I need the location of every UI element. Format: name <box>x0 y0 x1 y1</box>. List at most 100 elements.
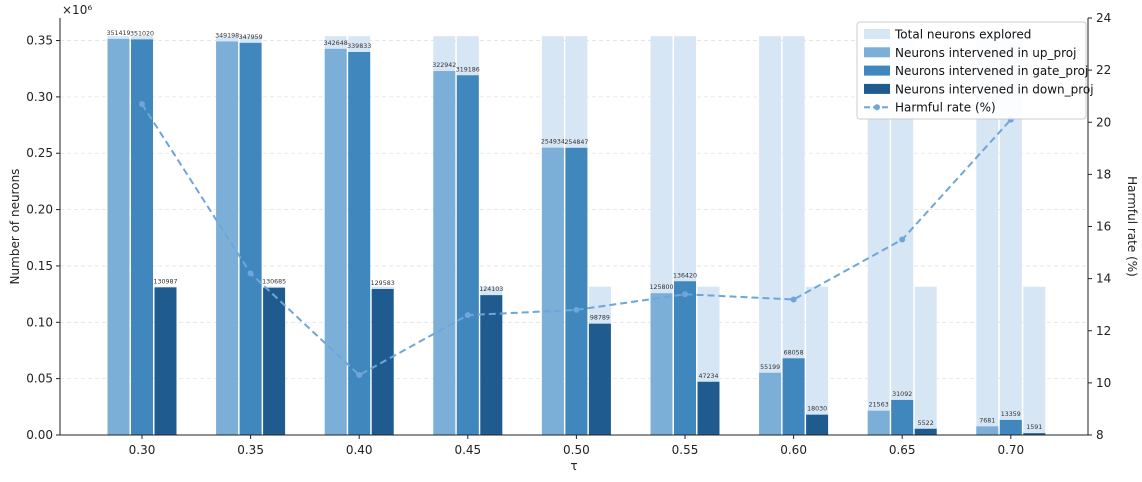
bar-value-label: 319186 <box>456 66 480 73</box>
y-axis-title: Number of neurons <box>8 169 22 285</box>
y2-tick-label: 24 <box>1096 11 1111 25</box>
legend-swatch-marker <box>874 104 880 111</box>
y-tick-label: 0.15 <box>26 259 53 273</box>
bar-value-label: 21563 <box>869 402 889 409</box>
x-tick-label: 0.55 <box>672 443 699 457</box>
bar-gate-proj <box>348 51 371 435</box>
x-tick-label: 0.40 <box>346 443 373 457</box>
y-tick-label: 0.30 <box>26 90 53 104</box>
total-bar-gate <box>999 36 1022 435</box>
y2-axis-title: Harmful rate (%) <box>1125 176 1139 277</box>
legend-box <box>856 21 1087 120</box>
bar-value-label: 68058 <box>784 349 804 356</box>
harmful-rate-point <box>573 306 580 313</box>
bar-up-proj <box>759 372 782 435</box>
x-tick-label: 0.65 <box>889 443 916 457</box>
bar-up-proj <box>107 38 130 436</box>
bar-value-label: 5522 <box>918 420 934 427</box>
legend-swatch <box>864 29 890 39</box>
harmful-rate-point <box>682 291 688 298</box>
bar-value-label: 7681 <box>979 417 995 424</box>
harmful-rate-line <box>141 103 1012 377</box>
legend-swatch <box>864 47 890 58</box>
bar-value-label: 351020 <box>130 30 154 37</box>
y-tick-label: 0.05 <box>26 372 53 386</box>
y2-tick-label: 8 <box>1096 428 1104 442</box>
legend-swatch <box>864 83 890 94</box>
bar-down-proj <box>480 295 503 435</box>
y2-tick-label: 12 <box>1096 324 1111 338</box>
bar-gate-proj <box>239 42 262 436</box>
bar-value-label: 136420 <box>673 272 697 279</box>
total-bar-up <box>976 36 999 435</box>
total-bar-up <box>867 36 890 435</box>
bar-up-proj <box>976 426 999 435</box>
bar-value-label: 130685 <box>262 279 286 286</box>
bar-value-label: 1591 <box>1026 424 1042 431</box>
bar-value-label: 98789 <box>590 315 610 322</box>
bar-value-label: 351419 <box>106 30 130 37</box>
x-axis-title: τ <box>570 459 577 473</box>
total-bar-down <box>914 286 937 435</box>
bar-gate-proj <box>565 147 588 435</box>
x-tick-label: 0.30 <box>129 443 156 457</box>
x-tick-label: 0.45 <box>454 443 481 457</box>
y2-tick-label: 16 <box>1096 220 1111 234</box>
bar-down-proj <box>588 323 611 435</box>
bar-value-label: 55199 <box>760 364 780 371</box>
harmful-rate-point <box>356 372 363 379</box>
y-tick-label: 0.10 <box>26 315 53 329</box>
y-tick-label: 0.25 <box>26 146 53 160</box>
y2-tick-label: 10 <box>1096 376 1111 390</box>
bar-value-label: 254847 <box>564 139 588 146</box>
bar-value-label: 322942 <box>432 62 456 69</box>
x-tick-label: 0.35 <box>237 443 264 457</box>
bar-value-label: 254934 <box>541 139 565 146</box>
bar-up-proj <box>541 147 564 435</box>
bar-value-label: 339833 <box>347 43 371 50</box>
y2-tick-label: 14 <box>1096 272 1111 286</box>
bar-up-proj <box>867 410 890 435</box>
bar-up-proj <box>324 48 347 435</box>
harmful-rate-point <box>464 312 471 319</box>
legend-label: Neurons intervened in up_proj <box>895 46 1076 60</box>
legend-label: Harmful rate (%) <box>895 101 996 115</box>
legend-label: Total neurons explored <box>894 28 1031 42</box>
bar-value-label: 130987 <box>153 278 177 285</box>
y2-tick-label: 20 <box>1096 115 1111 129</box>
bar-gate-proj <box>674 281 696 435</box>
bar-up-proj <box>433 71 456 435</box>
y-tick-label: 0.35 <box>26 34 53 48</box>
bar-gate-proj <box>131 39 153 436</box>
y-tick-label: 0.00 <box>26 428 53 442</box>
total-bar-down <box>1023 286 1046 435</box>
x-tick-label: 0.70 <box>997 443 1024 457</box>
bar-value-label: 129583 <box>371 280 395 287</box>
bar-gate-proj <box>999 419 1022 435</box>
bar-gate-proj <box>456 75 479 436</box>
y-multiplier-label: ×10⁶ <box>62 3 92 17</box>
bar-value-label: 31092 <box>892 391 912 398</box>
x-tick-label: 0.50 <box>563 443 590 457</box>
legend: Total neurons explored Neurons intervened… <box>856 21 1094 120</box>
bar-value-label: 342648 <box>324 40 348 47</box>
bar-value-label: 13359 <box>1001 411 1021 418</box>
total-bar-up <box>759 36 782 435</box>
total-bar-down <box>806 286 829 435</box>
bar-value-label: 47234 <box>698 373 718 380</box>
bar-down-proj <box>263 287 286 435</box>
bar-down-proj <box>697 381 720 435</box>
bar-gate-proj <box>782 358 805 435</box>
harmful-rate-point <box>247 270 254 277</box>
bar-value-label: 124103 <box>479 286 503 293</box>
legend-label: Neurons intervened in down_proj <box>895 82 1094 96</box>
bar-value-label: 349198 <box>215 32 239 39</box>
legend-swatch <box>864 65 890 76</box>
y2-tick-label: 18 <box>1096 167 1111 181</box>
bar-value-label: 347959 <box>239 34 263 41</box>
bar-up-proj <box>650 293 673 435</box>
bar-value-label: 125800 <box>649 284 673 291</box>
bar-value-label: 18030 <box>807 406 827 413</box>
